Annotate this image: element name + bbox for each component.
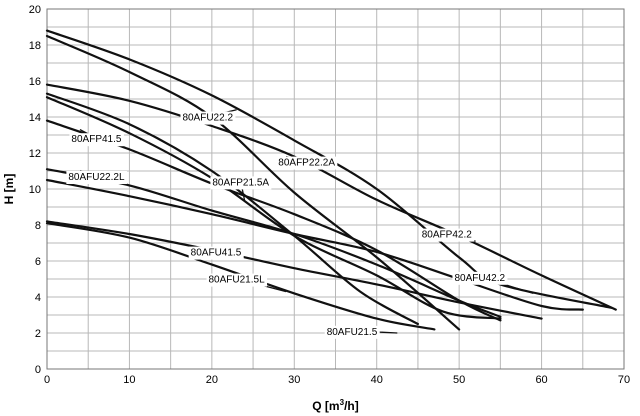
label-background xyxy=(188,246,244,260)
curve-80afu42-2 xyxy=(45,220,543,320)
y-tick-label: 16 xyxy=(29,76,41,88)
label-background xyxy=(276,156,338,170)
label-background xyxy=(180,111,236,125)
curve-80afp22-2a xyxy=(45,34,461,331)
curve-80afp41-5 xyxy=(45,119,502,322)
x-tick-label: 40 xyxy=(371,374,383,386)
label-80afp21-5a: 80AFP21.5A xyxy=(212,177,269,188)
label-80afu21-5: 80AFU21.5 xyxy=(327,327,378,338)
label-80afp42-2: 80AFP42.2 xyxy=(422,230,472,241)
x-tick-label: 0 xyxy=(44,374,50,386)
label-80afu42-2: 80AFU42.2 xyxy=(454,273,505,284)
label-80afu22-2: 80AFU22.2 xyxy=(182,113,233,124)
label-80afp22-2a: 80AFP22.2A xyxy=(278,158,335,169)
label-80afu21-5l: 80AFU21.5L xyxy=(209,275,266,286)
x-tick-label: 20 xyxy=(206,374,218,386)
curve-80afu41-5 xyxy=(45,178,584,311)
y-axis-label: H [m] xyxy=(2,174,16,205)
label-background xyxy=(206,273,268,287)
curve-80afp42-2 xyxy=(45,83,617,311)
y-tick-label: 0 xyxy=(35,364,41,376)
x-axis-label: Q [m3/h] xyxy=(312,398,358,413)
label-80afp41-5: 80AFP41.5 xyxy=(71,134,121,145)
y-tick-label: 18 xyxy=(29,40,41,52)
y-tick-label: 20 xyxy=(29,4,41,16)
curve-80afp21-5a xyxy=(45,92,419,326)
y-tick-label: 12 xyxy=(29,148,41,160)
label-80afu22-2l: 80AFU22.2L xyxy=(68,172,125,183)
curve-labels: 80AFU22.2 80AFP22.2A 80AFP41.5 80AFU22.2L 80… xyxy=(66,109,534,339)
x-tick-label: 30 xyxy=(288,374,300,386)
tick-labels: 0 10 20 30 40 50 60 70 0 2 4 6 8 10 12 14 16 18 20 xyxy=(29,4,630,386)
label-background xyxy=(66,171,127,184)
y-tick-label: 4 xyxy=(35,292,41,304)
grid xyxy=(46,8,625,370)
x-tick-label: 10 xyxy=(123,374,135,386)
x-tick-label: 50 xyxy=(453,374,465,386)
label-background xyxy=(452,271,508,285)
plot-frame xyxy=(46,8,625,370)
curves xyxy=(45,29,617,331)
y-tick-label: 2 xyxy=(35,328,41,340)
x-tick-label: 60 xyxy=(535,374,547,386)
label-background xyxy=(69,133,124,147)
y-tick-label: 10 xyxy=(29,184,41,196)
y-tick-label: 14 xyxy=(29,112,41,124)
label-80afu41-5: 80AFU41.5 xyxy=(191,248,242,259)
label-background xyxy=(324,325,380,339)
y-tick-label: 8 xyxy=(35,220,41,232)
y-tick-label: 6 xyxy=(35,256,41,268)
x-tick-label: 70 xyxy=(618,374,630,386)
label-background xyxy=(419,228,475,242)
label-background xyxy=(210,176,272,190)
